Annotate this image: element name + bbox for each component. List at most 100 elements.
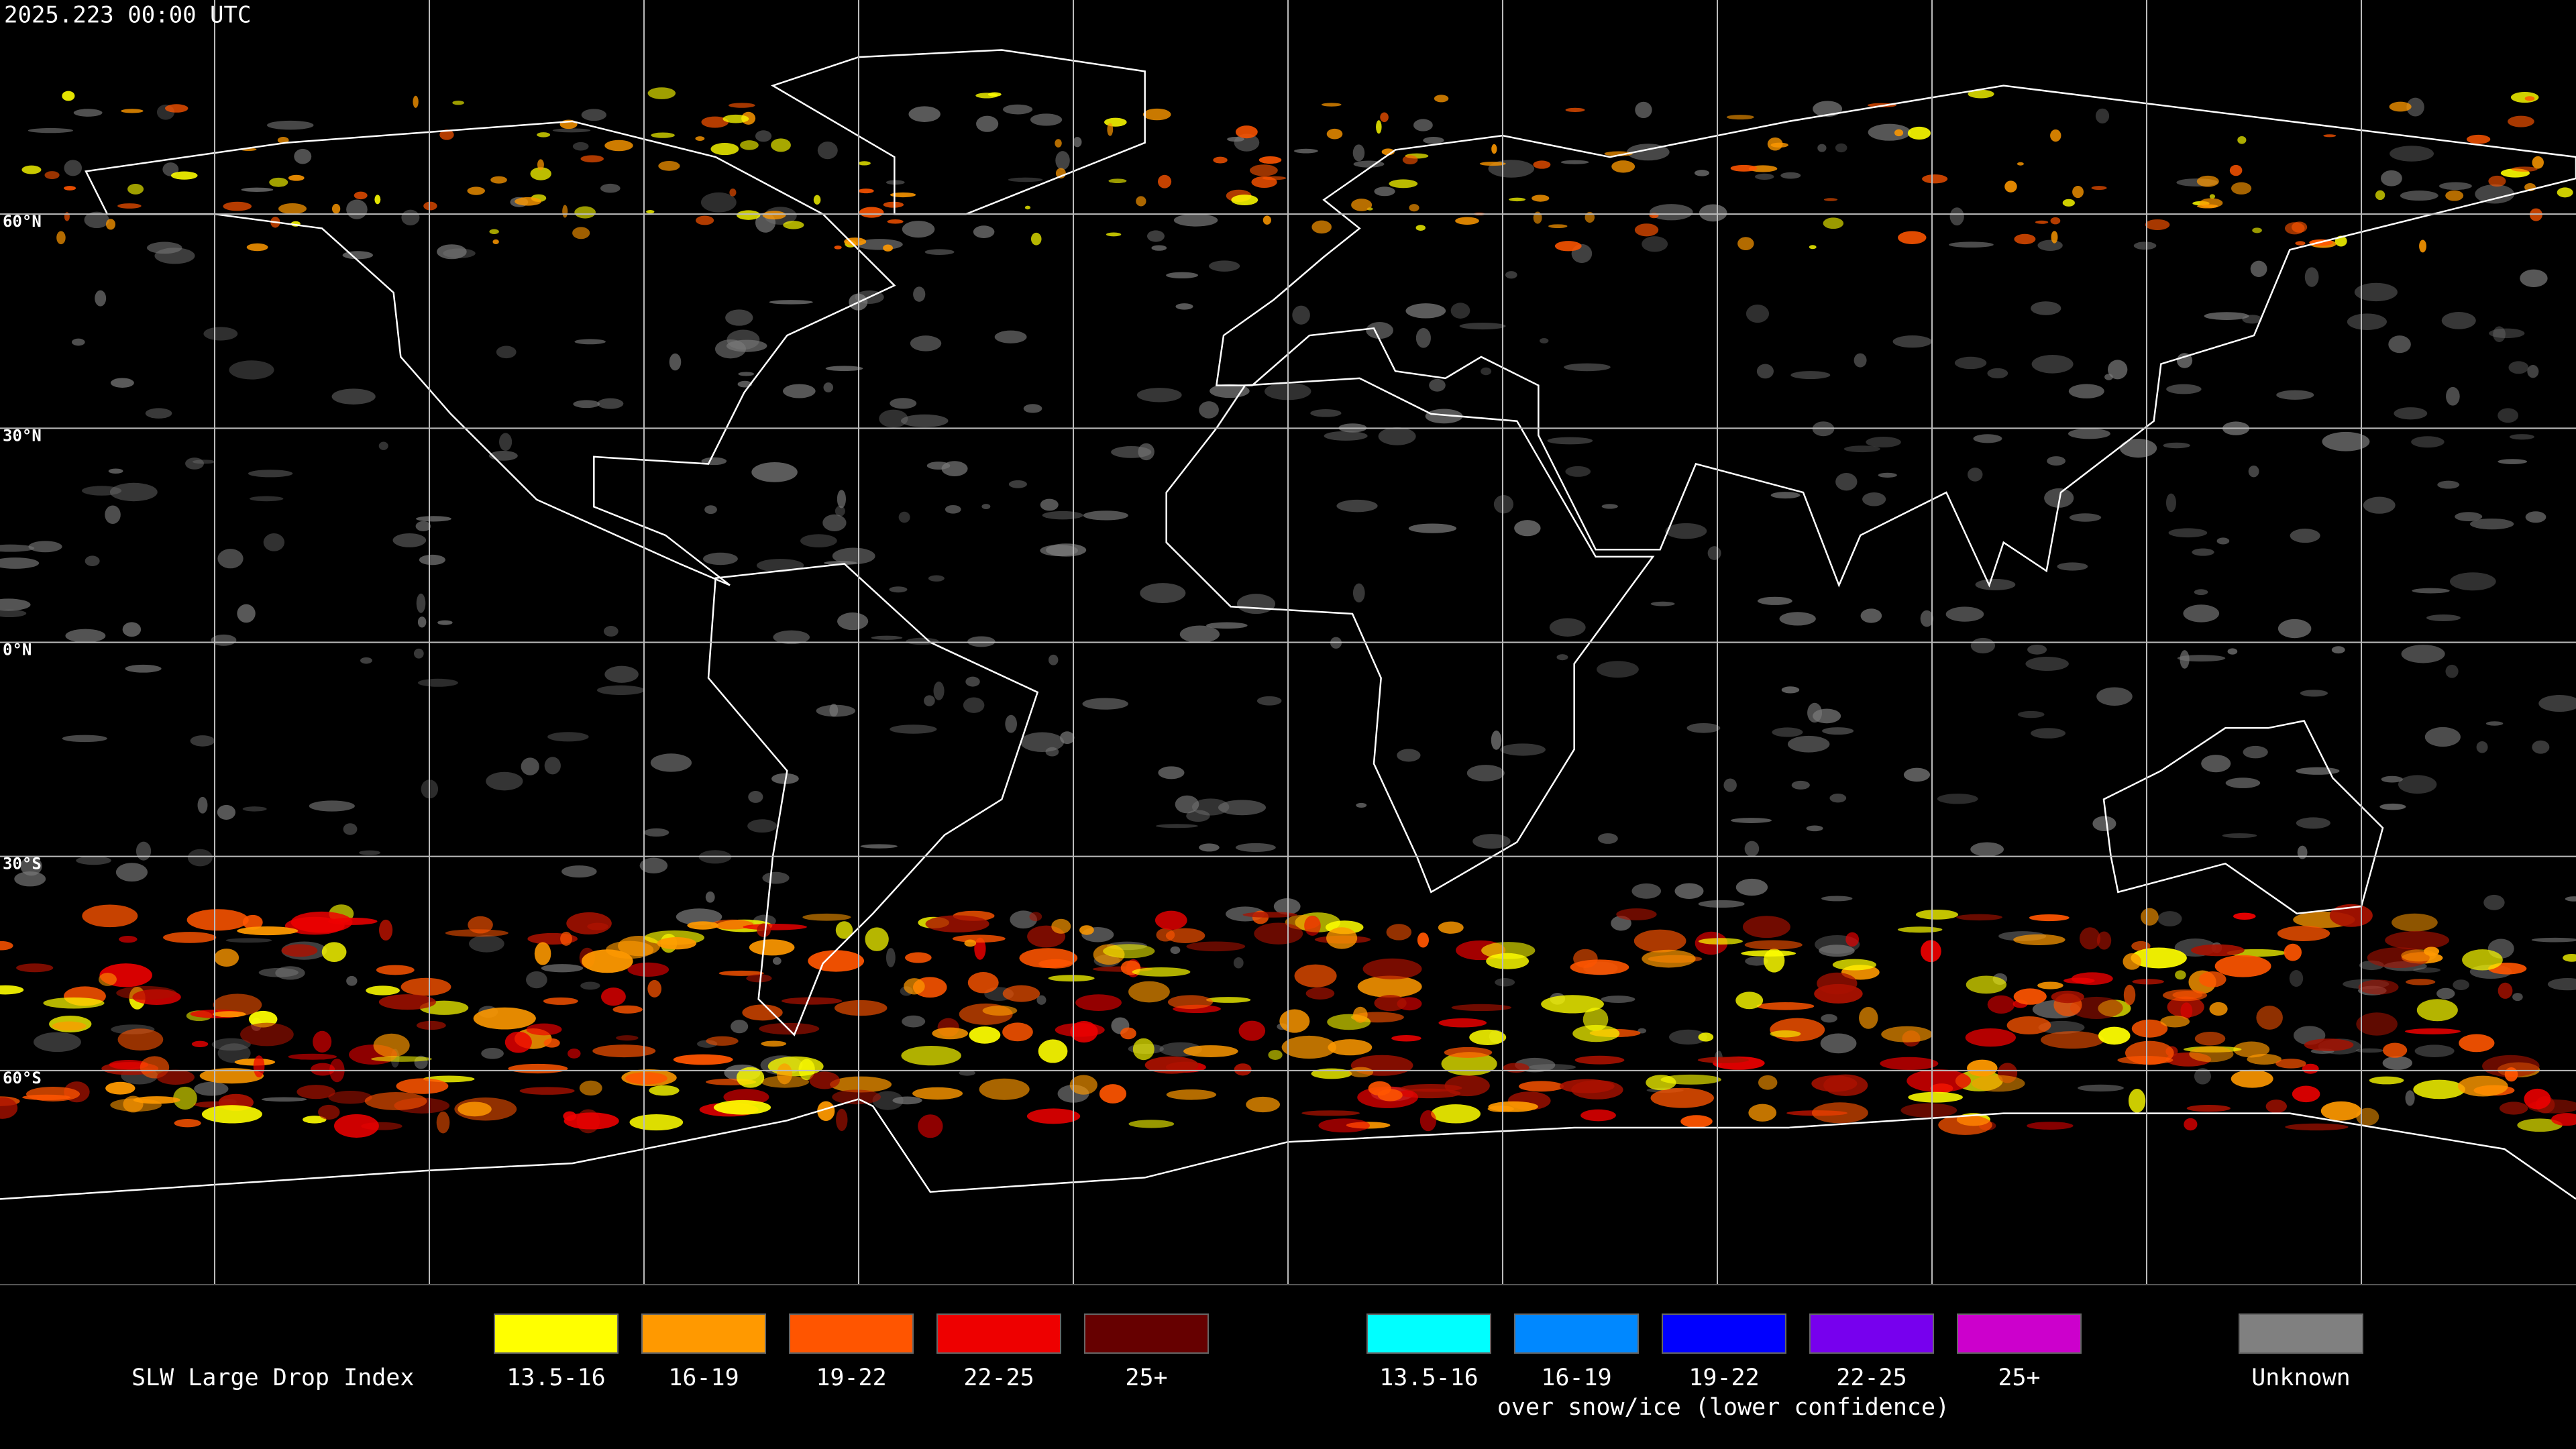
cloud-patch <box>1744 841 1760 857</box>
cloud-patch <box>825 366 863 372</box>
cloud-patch <box>544 757 561 775</box>
cloud-patch <box>109 482 158 502</box>
cloud-patch <box>924 695 935 706</box>
cloud-patch <box>263 533 285 551</box>
cloud-patch <box>2098 1026 2131 1045</box>
cloud-patch <box>1787 735 1830 753</box>
cloud-patch <box>1008 480 1027 488</box>
cloud-patch <box>2275 1059 2306 1069</box>
cloud-patch <box>994 330 1027 343</box>
cloud-patch <box>2079 927 2101 950</box>
cloud-patch <box>746 974 772 983</box>
cloud-patch <box>603 626 619 637</box>
cloud-patch <box>108 468 123 474</box>
cloud-patch <box>1438 921 1464 934</box>
cloud-patch <box>84 211 109 229</box>
cloud-patch <box>1597 833 1618 844</box>
cloud-patch <box>1735 991 1764 1010</box>
cloud-patch <box>1368 1081 1391 1096</box>
cloud-patch <box>2406 97 2424 117</box>
cloud-patch <box>1780 172 1801 179</box>
cloud-patch <box>2184 1118 2198 1131</box>
cloud-patch <box>2108 360 2128 380</box>
cloud-patch <box>1554 241 1582 252</box>
cloud-patch <box>1541 995 1604 1014</box>
cloud-patch <box>2192 548 2214 556</box>
cloud-patch <box>1024 205 1031 210</box>
cloud-patch <box>2166 384 2202 394</box>
cloud-patch <box>417 616 427 628</box>
cloud-patch <box>1817 144 1827 152</box>
cloud-patch <box>572 227 590 239</box>
cloud-patch <box>969 1026 1001 1044</box>
cloud-patch <box>1466 765 1505 782</box>
cloud-patch <box>1737 237 1754 250</box>
cloud-patch <box>261 1097 307 1102</box>
cloud-patch <box>170 171 198 180</box>
cloud-patch <box>1040 498 1059 511</box>
cloud-patch <box>725 309 753 326</box>
legend: SLW Large Drop Index over snow/ice (lowe… <box>131 1313 2363 1421</box>
cloud-patch <box>2292 221 2308 233</box>
cloud-patch <box>64 160 83 176</box>
cloud-patch <box>0 941 13 951</box>
cloud-patch <box>2095 108 2110 124</box>
cloud-patch <box>2284 943 2302 961</box>
cloud-patch <box>1878 472 1897 478</box>
cloud-patch <box>1434 95 1449 103</box>
cloud-patch <box>519 1087 575 1095</box>
cloud-patch <box>646 209 655 214</box>
cloud-patch <box>574 206 596 219</box>
coastlines <box>0 49 2576 1200</box>
cloud-patch <box>1417 932 1429 948</box>
legend-label: 25+ <box>1125 1364 1167 1391</box>
cloud-patch <box>835 1000 888 1016</box>
cloud-patch <box>1380 112 1389 123</box>
cloud-patch <box>1186 810 1210 822</box>
cloud-patch <box>2070 996 2123 1019</box>
cloud-patch <box>2051 231 2058 244</box>
cloud-patch <box>706 1036 739 1046</box>
cloud-patch <box>1083 511 1128 521</box>
cloud-patch <box>237 604 256 623</box>
cloud-patch <box>1611 160 1635 173</box>
cloud-patch <box>2290 529 2320 543</box>
cloud-patch <box>702 552 738 566</box>
cloud-patch <box>1402 155 1418 165</box>
cloud-patch <box>2355 1048 2383 1053</box>
cloud-patch <box>952 934 1006 943</box>
cloud-patch <box>2165 493 2176 513</box>
cloud-patch <box>1754 173 1774 180</box>
cloud-patch <box>2517 1118 2563 1132</box>
cloud-patch <box>2413 1079 2465 1099</box>
cloud-patch <box>1256 696 1282 706</box>
cloud-patch <box>1055 139 1062 148</box>
legend-swatch <box>1084 1313 1209 1354</box>
cloud-patch <box>835 506 845 517</box>
cloud-patch <box>2381 775 2403 783</box>
cloud-patch <box>2013 988 2047 1005</box>
cloud-patch <box>1897 926 1943 933</box>
cloud-patch <box>269 177 288 187</box>
cloud-patch <box>2520 269 2548 288</box>
cloud-patch <box>1175 795 1199 814</box>
cloud-patch <box>1218 800 1267 816</box>
cloud-patch <box>1199 843 1220 852</box>
cloud-patch <box>898 511 910 523</box>
cloud-patch <box>2017 710 2045 718</box>
cloud-patch <box>21 165 42 174</box>
cloud-patch <box>566 912 612 935</box>
cloud-patch <box>1898 231 1927 244</box>
cloud-patch <box>203 327 238 341</box>
cloud-patch <box>1073 137 1082 148</box>
cloud-patch <box>366 985 400 996</box>
cloud-patch <box>964 939 977 947</box>
cloud-patch <box>743 924 807 930</box>
cloud-patch <box>1156 928 1175 942</box>
cloud-patch <box>1292 305 1310 325</box>
cloud-patch <box>902 1015 926 1028</box>
cloud-patch <box>2356 1012 2398 1036</box>
cloud-patch <box>1008 177 1043 182</box>
cloud-patch <box>2145 219 2170 231</box>
cloud-patch <box>2044 488 2074 508</box>
